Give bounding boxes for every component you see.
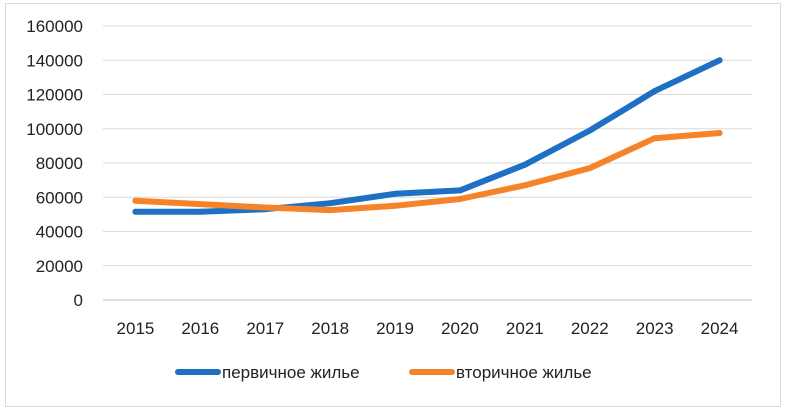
- data-point: [327, 207, 334, 214]
- grid-lines: [103, 25, 752, 301]
- data-point: [132, 208, 139, 215]
- data-point: [392, 202, 399, 209]
- data-point: [327, 200, 334, 207]
- data-point: [521, 161, 528, 168]
- y-tick-label: 20000: [36, 257, 83, 276]
- y-tick-label: 0: [74, 291, 83, 310]
- legend-label-0: первичное жилье: [222, 363, 360, 382]
- legend: первичное жилье вторичное жилье: [175, 363, 592, 382]
- data-point: [651, 88, 658, 95]
- data-point: [132, 197, 139, 204]
- data-point: [456, 195, 463, 202]
- data-point: [392, 190, 399, 197]
- data-point: [586, 165, 593, 172]
- data-point: [651, 135, 658, 142]
- data-point: [716, 130, 723, 137]
- data-point: [262, 204, 269, 211]
- x-tick-label: 2024: [701, 319, 739, 338]
- y-tick-label: 80000: [36, 154, 83, 173]
- x-tick-label: 2017: [246, 319, 284, 338]
- y-tick-label: 100000: [26, 120, 83, 139]
- legend-label-1: вторичное жилье: [456, 363, 592, 382]
- x-tick-label: 2023: [636, 319, 674, 338]
- x-tick-label: 2018: [311, 319, 349, 338]
- data-point: [716, 57, 723, 64]
- y-tick-label: 40000: [36, 223, 83, 242]
- data-point: [456, 187, 463, 194]
- x-tick-label: 2015: [117, 319, 155, 338]
- data-point: [521, 182, 528, 189]
- data-point: [197, 201, 204, 208]
- series-line-0: [132, 57, 723, 215]
- y-tick-label: 140000: [26, 51, 83, 70]
- y-tick-label: 60000: [36, 188, 83, 207]
- x-tick-label: 2016: [181, 319, 219, 338]
- series-line-1: [132, 130, 723, 214]
- y-axis-ticks: 0 20000 40000 60000 80000 100000 120000 140000 1…: [26, 17, 83, 310]
- y-tick-label: 120000: [26, 86, 83, 105]
- x-tick-label: 2022: [571, 319, 609, 338]
- data-point: [586, 127, 593, 134]
- data-point: [197, 208, 204, 215]
- series-lines: [132, 57, 723, 215]
- y-tick-label: 160000: [26, 17, 83, 36]
- x-tick-label: 2020: [441, 319, 479, 338]
- x-axis-ticks: 2015 2016 2017 2018 2019 2020 2021 2022 2023 2024: [117, 319, 739, 338]
- x-tick-label: 2021: [506, 319, 544, 338]
- x-tick-label: 2019: [376, 319, 414, 338]
